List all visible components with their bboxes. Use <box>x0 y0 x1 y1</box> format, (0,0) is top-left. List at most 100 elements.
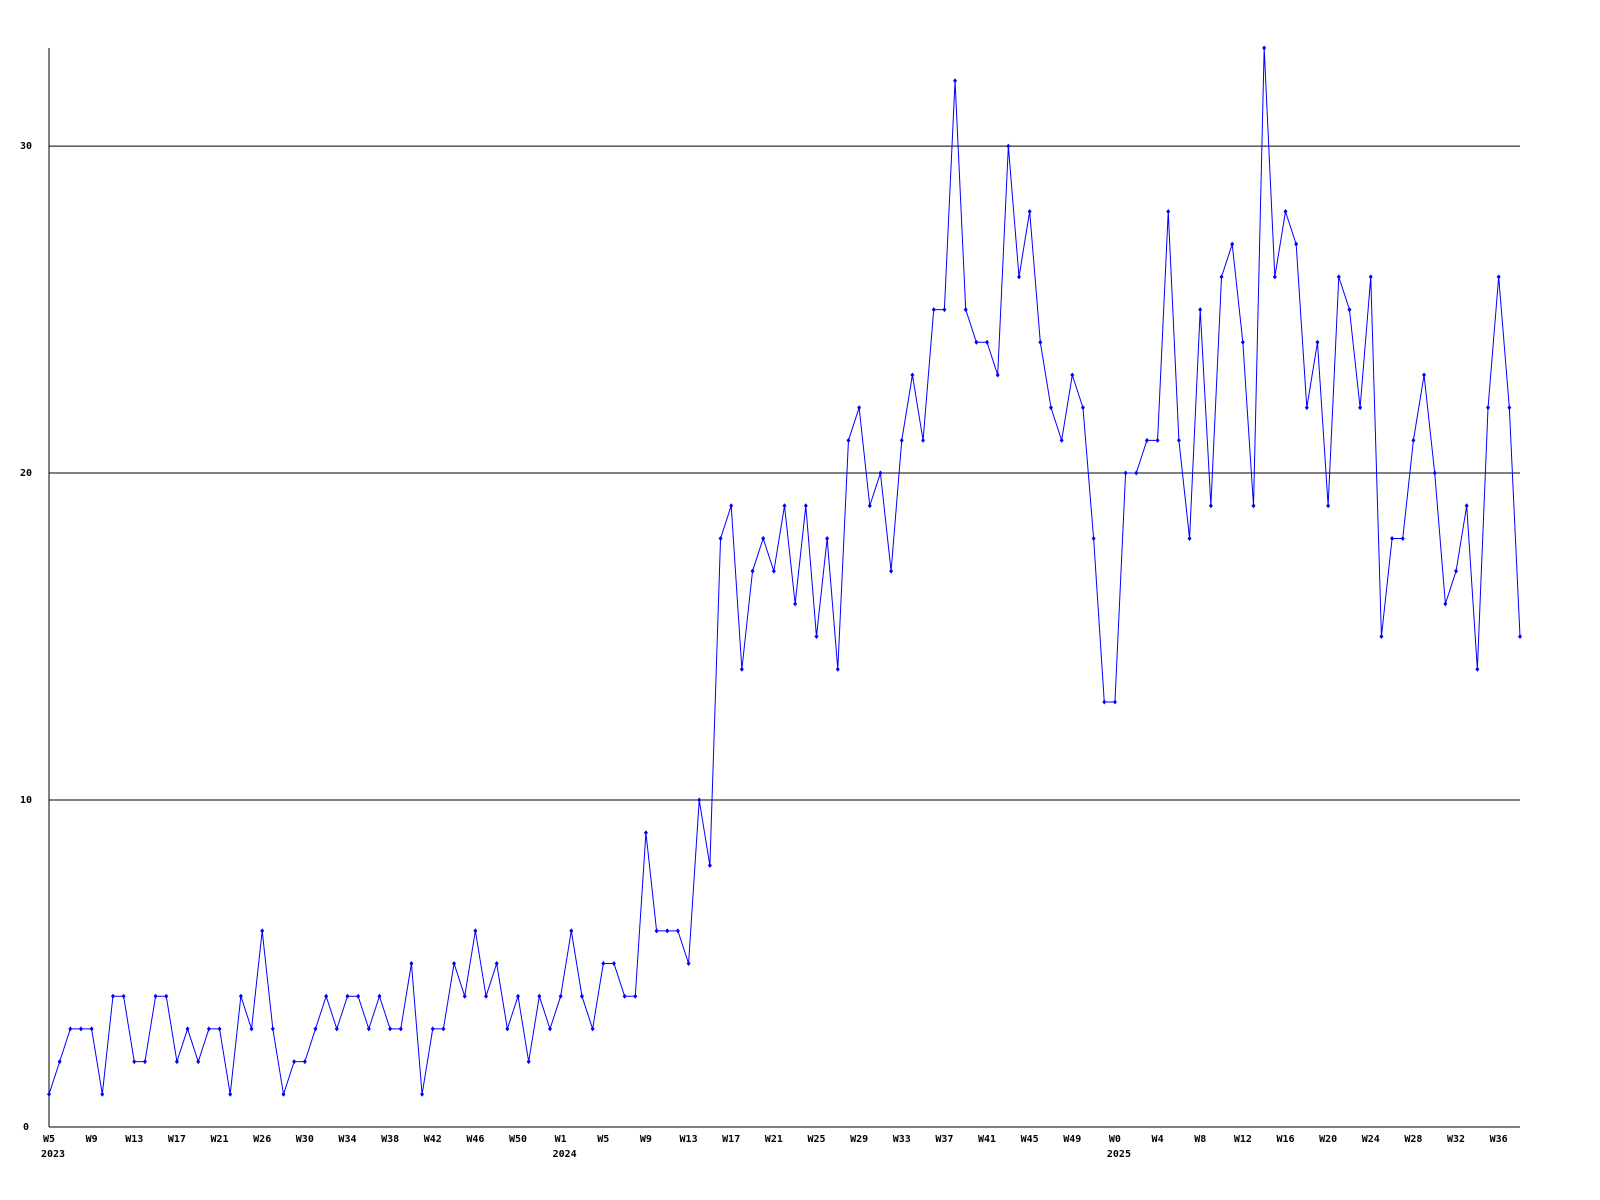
data-point <box>878 470 883 476</box>
data-point <box>217 1026 222 1032</box>
data-point <box>707 862 712 868</box>
x-tick-label: W28 <box>1404 1134 1422 1145</box>
data-point <box>334 1026 339 1032</box>
data-point <box>441 1026 446 1032</box>
data-point <box>739 666 744 672</box>
data-point <box>825 535 830 541</box>
data-point <box>1059 437 1064 443</box>
x-tick-label: W26 <box>253 1134 271 1145</box>
data-point <box>953 78 958 84</box>
data-point <box>579 993 584 999</box>
data-point <box>1240 339 1245 345</box>
data-point <box>228 1091 233 1097</box>
data-point <box>1475 666 1480 672</box>
data-point <box>1347 307 1352 313</box>
x-tick-label: W17 <box>168 1134 186 1145</box>
data-point <box>68 1026 73 1032</box>
data-point <box>1219 274 1224 280</box>
x-tick-label: W38 <box>381 1134 399 1145</box>
data-point <box>547 1026 552 1032</box>
data-point <box>1379 634 1384 640</box>
data-point <box>132 1059 137 1065</box>
data-point <box>1518 634 1522 640</box>
data-point <box>1006 143 1011 149</box>
data-point <box>1443 601 1448 607</box>
data-point <box>665 928 670 934</box>
data-point <box>142 1059 147 1065</box>
data-point <box>931 307 936 313</box>
data-point <box>771 568 776 574</box>
data-point <box>1251 503 1256 509</box>
data-line <box>48 47 1521 1095</box>
data-point <box>1155 437 1160 443</box>
data-point <box>1400 535 1405 541</box>
data-point <box>1411 437 1416 443</box>
data-point <box>1262 45 1267 51</box>
data-point <box>430 1026 435 1032</box>
x-tick-label: W9 <box>640 1134 652 1145</box>
data-point <box>484 993 489 999</box>
data-point <box>569 928 574 934</box>
data-point <box>1272 274 1277 280</box>
data-point <box>985 339 990 345</box>
data-point <box>1368 274 1373 280</box>
data-point <box>814 634 819 640</box>
data-point <box>196 1059 201 1065</box>
data-point <box>1123 470 1128 476</box>
data-point <box>643 830 648 836</box>
data-point <box>1454 568 1459 574</box>
x-tick-label: W50 <box>509 1134 527 1145</box>
data-point <box>324 993 329 999</box>
data-point <box>1187 535 1192 541</box>
data-point <box>910 372 915 378</box>
x-tick-label: W49 <box>1063 1134 1081 1145</box>
data-point <box>1507 405 1512 411</box>
data-point <box>1390 535 1395 541</box>
data-point <box>1091 535 1096 541</box>
data-point <box>942 307 947 313</box>
data-point <box>516 993 521 999</box>
data-point <box>1070 372 1075 378</box>
data-point <box>526 1059 531 1065</box>
data-point <box>1496 274 1501 280</box>
data-point <box>110 993 115 999</box>
data-point <box>654 928 659 934</box>
data-point <box>206 1026 211 1032</box>
data-point <box>164 993 169 999</box>
data-point <box>782 503 787 509</box>
y-tick-label: 10 <box>20 795 32 806</box>
data-point <box>292 1059 297 1065</box>
x-tick-label: W13 <box>680 1134 698 1145</box>
x-year-label: 2024 <box>553 1149 577 1160</box>
data-point <box>420 1091 425 1097</box>
x-tick-label: W30 <box>296 1134 314 1145</box>
x-tick-label: W1 <box>555 1134 567 1145</box>
x-tick-label: W16 <box>1276 1134 1294 1145</box>
data-point <box>174 1059 179 1065</box>
data-point <box>835 666 840 672</box>
x-tick-label: W41 <box>978 1134 996 1145</box>
x-tick-label: W34 <box>338 1134 356 1145</box>
data-point <box>1134 470 1139 476</box>
data-point <box>356 993 361 999</box>
data-point <box>1027 208 1032 214</box>
x-tick-label: W46 <box>466 1134 484 1145</box>
data-point <box>867 503 872 509</box>
data-point <box>803 503 808 509</box>
data-point <box>153 993 158 999</box>
y-tick-label: 30 <box>20 141 32 152</box>
data-point <box>1326 503 1331 509</box>
data-point <box>78 1026 83 1032</box>
x-tick-label: W9 <box>86 1134 98 1145</box>
data-point <box>1017 274 1022 280</box>
data-point <box>633 993 638 999</box>
x-year-label: 2023 <box>41 1149 65 1160</box>
x-tick-label: W0 <box>1109 1134 1121 1145</box>
data-point <box>558 993 563 999</box>
data-point <box>1283 208 1288 214</box>
x-tick-label: W32 <box>1447 1134 1465 1145</box>
data-point <box>1230 241 1235 247</box>
data-point <box>1038 339 1043 345</box>
data-point <box>1208 503 1213 509</box>
